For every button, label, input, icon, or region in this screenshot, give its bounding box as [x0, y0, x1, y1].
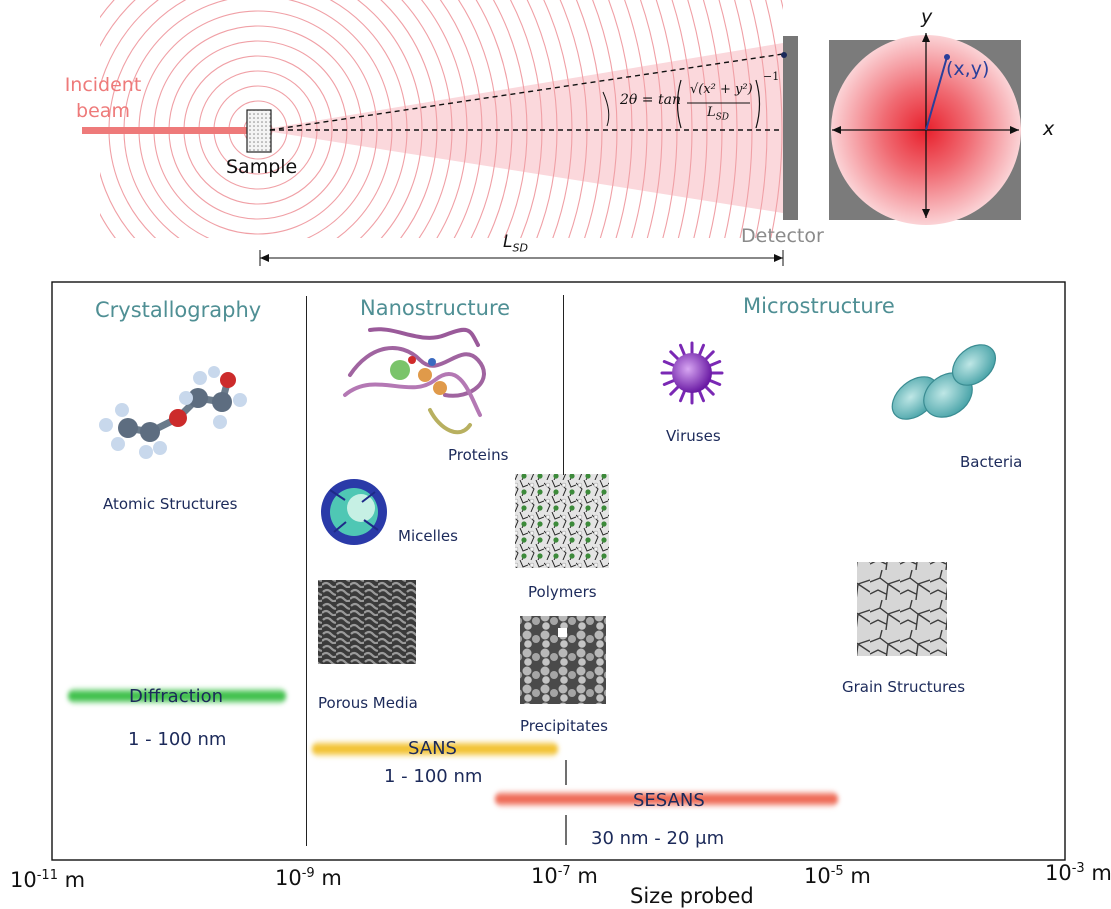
sample-icon	[246, 109, 272, 153]
axis-tick-1e-5: 10-5 m	[804, 864, 871, 888]
axis-tick-1e-11: 10-11 m	[10, 868, 86, 892]
wave-ring	[509, 0, 543, 238]
wave-ring	[559, 0, 588, 238]
region-title-nanostructure: Nanostructure	[360, 296, 511, 320]
label-atomic-structures: Atomic Structures	[103, 495, 238, 513]
porous-media-icon	[318, 580, 416, 664]
wave-ring	[764, 0, 783, 238]
distance-label: LSD	[503, 232, 528, 255]
wave-ring	[718, 0, 738, 238]
diffraction-range: 1 - 100 nm	[128, 729, 227, 750]
wave-ring	[526, 0, 558, 238]
point-vector	[925, 56, 948, 131]
scatter-line-upper	[269, 53, 784, 131]
incident-beam	[82, 127, 250, 134]
formula-exponent: −1	[763, 70, 780, 83]
formula-denominator: LSD	[707, 105, 730, 123]
detector-icon	[783, 36, 798, 220]
sans-band	[312, 740, 558, 758]
diffraction-label: Diffraction	[129, 686, 224, 707]
label-viruses: Viruses	[666, 427, 721, 445]
sesans-band	[495, 790, 838, 808]
axis-tick-1e-9: 10-9 m	[275, 866, 342, 890]
label-porous-media: Porous Media	[318, 694, 418, 712]
angle-arc	[602, 91, 610, 127]
formula-left: 2θ = tan	[620, 92, 681, 108]
wave-ring	[623, 0, 648, 238]
region-title-microstructure: Microstructure	[743, 294, 895, 318]
label-micelles: Micelles	[398, 527, 458, 545]
detector-label: Detector	[741, 225, 824, 247]
protein-icon	[343, 327, 486, 435]
sesans-range: 30 nm - 20 μm	[591, 828, 725, 849]
atomic-structure-icon	[99, 366, 247, 459]
sample-label: Sample	[226, 156, 298, 178]
grain-structures-icon	[857, 562, 947, 656]
micelle-icon	[321, 479, 387, 545]
label-polymers: Polymers	[528, 583, 597, 601]
label-proteins: Proteins	[448, 446, 509, 464]
incident-beam-label: Incident beam	[64, 74, 142, 122]
axis-tick-1e-3: 10-3 m	[1045, 861, 1111, 885]
formula-numerator: √(x² + y²)	[690, 82, 753, 97]
divider-nano-micro	[563, 295, 564, 475]
wave-ring	[100, 0, 438, 238]
wave-ring	[575, 0, 603, 238]
detector-point-icon	[781, 52, 787, 58]
wave-ring	[492, 0, 528, 238]
region-title-crystallography: Crystallography	[95, 298, 262, 322]
bacteria-icon	[891, 344, 996, 420]
wave-ring	[543, 0, 573, 238]
size-range-panel	[51, 281, 1066, 861]
wave-ring	[671, 0, 693, 238]
label-precipitates: Precipitates	[520, 717, 608, 735]
point-label: (x,y)	[946, 58, 990, 80]
axis-tick-1e-7: 10-7 m	[531, 864, 598, 888]
x-axis-label: x	[1043, 118, 1055, 140]
virus-icon	[660, 341, 724, 405]
label-grain-structures: Grain Structures	[842, 678, 966, 696]
divider-crystallography-nano	[306, 296, 307, 846]
wave-ring	[100, 0, 423, 238]
sans-label: SANS	[408, 738, 457, 759]
sans-range: 1 - 100 nm	[384, 766, 483, 787]
diffraction-band	[68, 687, 286, 705]
virus-body	[672, 353, 712, 393]
axis-label-size-probed: Size probed	[630, 884, 754, 908]
sesans-label: SESANS	[633, 790, 705, 811]
polymers-icon	[515, 474, 609, 568]
scattering-cone	[260, 43, 783, 213]
y-axis-label: y	[921, 6, 933, 28]
label-bacteria: Bacteria	[960, 453, 1023, 471]
wave-ring	[420, 0, 468, 238]
wave-ring	[475, 0, 513, 238]
